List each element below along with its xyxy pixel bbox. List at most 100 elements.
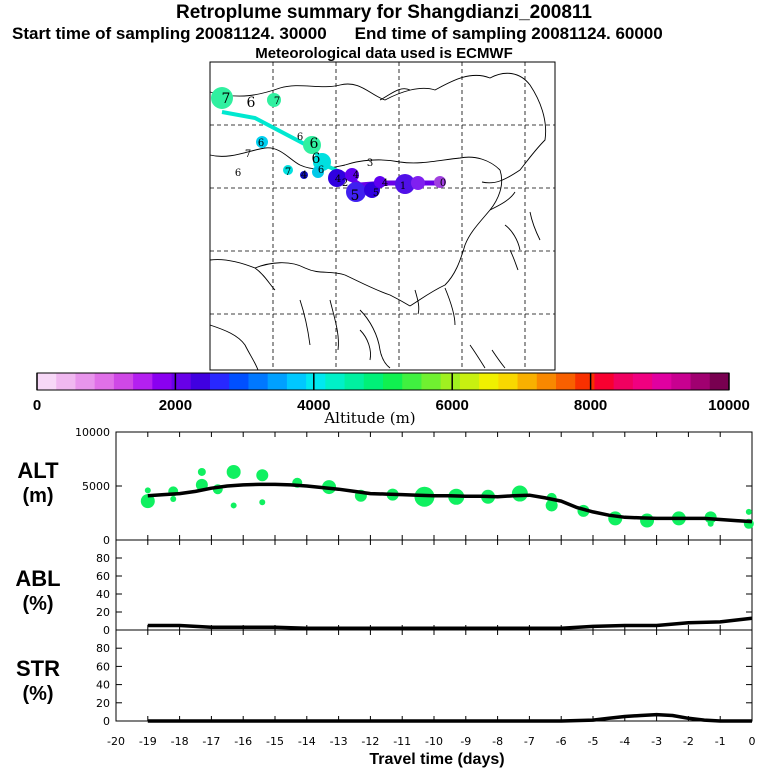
- colorbar-swatch: [113, 373, 134, 390]
- colorbar-tick-label: 4000: [297, 397, 330, 414]
- colorbar-swatch: [594, 373, 615, 390]
- panel-frame-abl: [115, 539, 753, 631]
- x-tick-label: -18: [171, 735, 189, 748]
- colorbar-swatch: [632, 373, 653, 390]
- met-data-label: Meteorological data used is ECMWF: [255, 45, 513, 62]
- y-tick-label: 0: [103, 624, 110, 637]
- panel-unit-abl: (%): [22, 593, 53, 615]
- colorbar-swatch: [709, 373, 730, 390]
- x-tick-label: -6: [556, 735, 567, 748]
- y-tick-label: 20: [96, 697, 110, 710]
- plume-marker: [312, 166, 324, 178]
- altitude-marker: [230, 502, 237, 509]
- trajectory-day-label: 6: [258, 138, 264, 149]
- trajectory-day-label: 2: [342, 178, 348, 189]
- y-tick-label: 40: [96, 588, 110, 601]
- y-tick-label: 10000: [75, 426, 110, 439]
- trajectory-day-label: 4: [335, 174, 341, 185]
- colorbar-swatch: [56, 373, 76, 390]
- altitude-marker: [545, 499, 558, 512]
- colorbar-swatch: [190, 373, 211, 390]
- y-tick-label: 40: [96, 679, 110, 692]
- altitude-marker: [259, 499, 266, 506]
- plume-marker: [374, 176, 386, 188]
- colorbar-swatch: [94, 373, 115, 390]
- colorbar-swatch: [556, 373, 576, 390]
- altitude-marker: [256, 469, 269, 482]
- x-tick-label: -14: [298, 735, 316, 748]
- plume-marker: [434, 176, 446, 188]
- plume-marker: [303, 136, 321, 154]
- trajectory-day-label: 1: [400, 181, 406, 192]
- plume-marker: [345, 168, 359, 182]
- panel-unit-str: (%): [22, 683, 53, 705]
- trajectory-day-label: 4: [382, 178, 388, 189]
- x-tick-label: -10: [425, 735, 443, 748]
- colorbar-swatch: [229, 373, 249, 390]
- x-tick-label: -2: [683, 735, 694, 748]
- colorbar-swatch: [152, 373, 173, 390]
- y-tick-label: 20: [96, 606, 110, 619]
- x-tick-label: -9: [460, 735, 471, 748]
- colorbar-swatch: [652, 373, 672, 390]
- colorbar-swatch: [440, 373, 461, 390]
- trajectory-day-label: 6: [310, 136, 319, 152]
- colorbar-swatch: [459, 373, 480, 390]
- trajectory-day-label: 7: [245, 149, 251, 160]
- colorbar-swatch: [325, 373, 346, 390]
- colorbar-swatch: [383, 373, 403, 390]
- altitude-marker: [140, 494, 155, 509]
- colorbar-swatch: [613, 373, 634, 390]
- x-tick-label: -4: [619, 735, 630, 748]
- colorbar-swatch: [498, 373, 519, 390]
- trajectory-day-label: 6: [297, 132, 303, 143]
- trajectory-day-label: 7: [285, 167, 291, 178]
- colorbar-swatch: [267, 373, 288, 390]
- x-tick-label: -8: [492, 735, 503, 748]
- colorbar-swatch: [363, 373, 384, 390]
- plume-marker: [411, 176, 425, 190]
- trajectory-day-label: 6: [318, 165, 324, 176]
- colorbar-swatch: [75, 373, 96, 390]
- altitude-marker: [745, 508, 752, 515]
- panel-unit-alt: (m): [22, 485, 53, 507]
- x-tick-label: -11: [393, 735, 411, 748]
- x-tick-label: 0: [749, 735, 756, 748]
- plume-marker: [211, 87, 233, 109]
- x-tick-label: -13: [330, 735, 348, 748]
- x-tick-label: -5: [588, 735, 599, 748]
- panel-frame-str: [115, 629, 753, 722]
- trajectory-day-label: 6: [247, 95, 256, 111]
- panel-label-abl: ABL: [15, 566, 60, 591]
- plume-marker: [395, 174, 415, 194]
- plume-marker: [283, 165, 293, 175]
- series-line-abl: [147, 616, 753, 630]
- map-coastlines: [209, 72, 547, 371]
- colorbar-swatch: [133, 373, 153, 390]
- colorbar-swatch: [479, 373, 499, 390]
- trajectory-day-label: 4: [301, 170, 307, 181]
- trajectory-day-label: 6: [235, 168, 241, 179]
- colorbar-swatch: [171, 373, 192, 390]
- x-axis-label: Travel time (days): [369, 751, 504, 768]
- altitude-marker: [640, 513, 655, 528]
- y-tick-label: 80: [96, 642, 110, 655]
- x-tick-label: -1: [715, 735, 726, 748]
- sampling-times: Start time of sampling 20081124. 30000 En…: [0, 24, 768, 44]
- colorbar-swatch: [210, 373, 230, 390]
- x-tick-label: -15: [266, 735, 284, 748]
- y-tick-label: 60: [96, 660, 110, 673]
- plume-marker: [346, 182, 366, 202]
- colorbar-swatch: [248, 373, 269, 390]
- colorbar-tick-label: 0: [33, 397, 41, 414]
- plume-marker: [256, 136, 268, 148]
- x-tick-label: -16: [234, 735, 252, 748]
- trajectory-day-label: 7: [222, 91, 231, 107]
- trajectory-day-label: 5: [351, 188, 360, 204]
- x-tick-label: -17: [202, 735, 220, 748]
- time-series-panels: 1000050000ALT(m)806040200ABL(%)806040200…: [15, 426, 755, 748]
- end-time-label: End time of sampling 20081124. 60000: [354, 24, 663, 43]
- colorbar-swatch: [690, 373, 711, 390]
